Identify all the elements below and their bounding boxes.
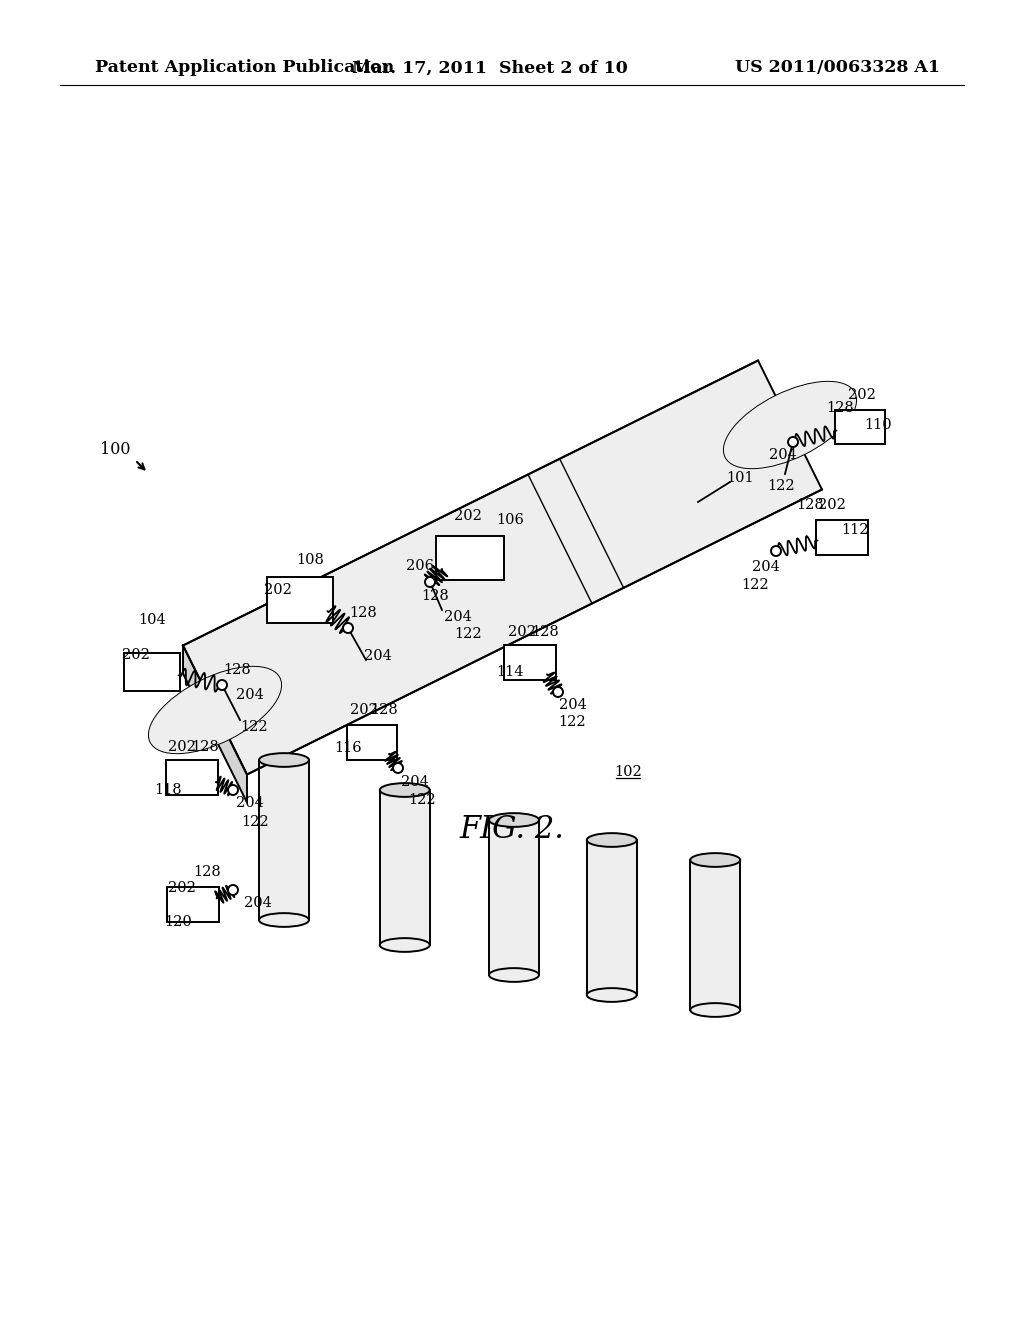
Text: 206: 206 (406, 558, 434, 573)
Bar (124, 653, 180, 690)
Text: 128: 128 (796, 498, 824, 512)
Text: 128: 128 (531, 624, 559, 639)
Bar (816, 520, 868, 554)
Ellipse shape (259, 913, 309, 927)
Ellipse shape (587, 989, 637, 1002)
Ellipse shape (690, 1003, 740, 1016)
Text: 128: 128 (191, 741, 219, 754)
Circle shape (553, 686, 563, 697)
Text: 122: 122 (455, 627, 482, 642)
Circle shape (217, 680, 227, 690)
Bar (267, 577, 333, 623)
Text: 122: 122 (242, 814, 269, 829)
Text: 204: 204 (237, 796, 264, 810)
Text: 202: 202 (508, 624, 536, 639)
Ellipse shape (148, 667, 282, 754)
Text: 128: 128 (826, 401, 854, 414)
Circle shape (228, 785, 238, 795)
Text: 204: 204 (237, 688, 264, 702)
Bar (347, 725, 397, 759)
Polygon shape (690, 861, 740, 1010)
Text: 100: 100 (99, 441, 130, 458)
Circle shape (343, 623, 353, 634)
Text: 112: 112 (842, 523, 868, 537)
Ellipse shape (259, 754, 309, 767)
Ellipse shape (724, 381, 856, 469)
Text: 202: 202 (168, 741, 196, 754)
Circle shape (228, 884, 238, 895)
Circle shape (788, 437, 798, 447)
Text: 101: 101 (726, 471, 754, 484)
Polygon shape (489, 820, 539, 975)
Text: 116: 116 (334, 741, 361, 755)
Text: 202: 202 (848, 388, 876, 403)
Text: 104: 104 (138, 612, 166, 627)
Text: 204: 204 (752, 560, 780, 574)
Text: 122: 122 (558, 715, 586, 729)
Polygon shape (587, 840, 637, 995)
Text: 202: 202 (350, 704, 378, 717)
Ellipse shape (489, 968, 539, 982)
Ellipse shape (380, 939, 430, 952)
Text: 202: 202 (168, 880, 196, 895)
Ellipse shape (587, 833, 637, 847)
Text: 128: 128 (370, 704, 398, 717)
Polygon shape (183, 645, 247, 803)
Text: 202: 202 (122, 648, 150, 663)
Ellipse shape (148, 667, 282, 754)
Ellipse shape (724, 381, 856, 469)
Text: 118: 118 (155, 783, 182, 797)
Text: 122: 122 (741, 578, 769, 591)
Ellipse shape (380, 783, 430, 797)
Text: 202: 202 (264, 583, 292, 597)
Text: 122: 122 (409, 793, 436, 807)
Text: 108: 108 (296, 553, 324, 568)
Text: 204: 204 (769, 447, 797, 462)
Text: 128: 128 (223, 663, 251, 677)
Polygon shape (183, 360, 822, 775)
Text: 114: 114 (497, 665, 523, 678)
Text: 122: 122 (767, 479, 795, 492)
Bar (166, 759, 218, 795)
Text: 106: 106 (496, 513, 524, 527)
Text: 110: 110 (864, 418, 892, 432)
Text: 128: 128 (194, 865, 221, 879)
Ellipse shape (489, 813, 539, 826)
Text: FIG. 2.: FIG. 2. (460, 814, 564, 846)
Bar (167, 887, 219, 921)
Text: 204: 204 (365, 649, 392, 663)
Bar (835, 411, 885, 444)
Text: 120: 120 (164, 915, 191, 929)
Text: Patent Application Publication: Patent Application Publication (95, 59, 394, 77)
Text: 204: 204 (401, 775, 429, 789)
Text: 204: 204 (244, 896, 272, 909)
Circle shape (425, 577, 435, 587)
Text: 122: 122 (241, 719, 268, 734)
Polygon shape (380, 789, 430, 945)
Text: 128: 128 (349, 606, 377, 620)
Bar (504, 644, 556, 680)
Text: 202: 202 (454, 510, 482, 523)
Polygon shape (259, 760, 309, 920)
Ellipse shape (690, 853, 740, 867)
Text: Mar. 17, 2011  Sheet 2 of 10: Mar. 17, 2011 Sheet 2 of 10 (352, 59, 628, 77)
Circle shape (393, 763, 403, 774)
Text: 128: 128 (421, 589, 449, 603)
Text: 202: 202 (818, 498, 846, 512)
Text: 204: 204 (559, 698, 587, 711)
Bar (436, 536, 504, 579)
Circle shape (771, 546, 781, 556)
Text: US 2011/0063328 A1: US 2011/0063328 A1 (735, 59, 940, 77)
Text: 102: 102 (614, 766, 642, 779)
Text: 204: 204 (444, 610, 472, 624)
